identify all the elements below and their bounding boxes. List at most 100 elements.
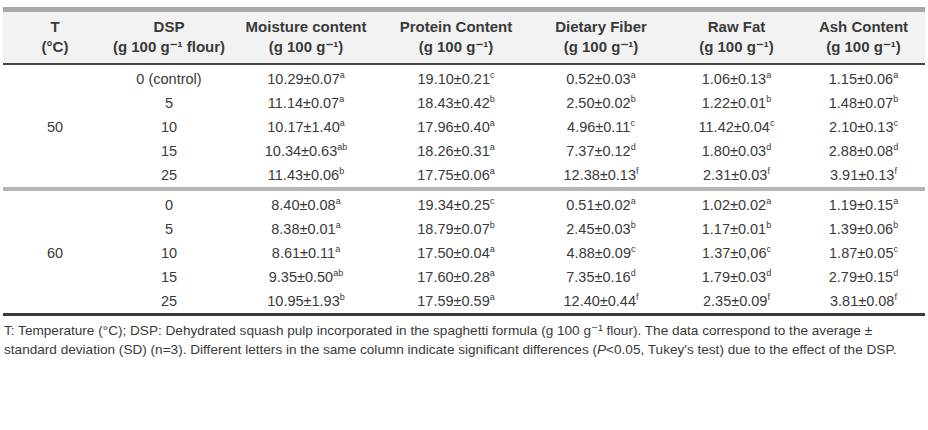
sig-letter: b [490,94,495,104]
sig-letter: a [490,292,495,302]
sig-letter: a [335,244,340,254]
sig-letter: ab [333,268,343,278]
moisture-cell: 10.29±0.07a [231,64,381,91]
sig-letter: a [490,142,495,152]
sig-letter: c [490,70,495,80]
fat-cell: 11.42±0.04c [671,115,802,139]
fat-cell: 2.31±0.03f [671,163,802,189]
table-row: 15 10.34±0.63ab 18.26±0.31a 7.37±0.12d 1… [3,139,925,163]
sig-letter: d [766,268,771,278]
sig-letter: f [636,292,639,302]
sig-letter: a [336,196,341,206]
sig-letter: c [770,118,775,128]
sig-letter: a [893,196,898,206]
table-row: 50 0 (control) 10.29±0.07a 19.10±0.21c 0… [3,64,925,91]
fat-cell: 1.17±0.01b [671,217,802,241]
header-row: T(°C) DSP(g 100 g⁻¹ flour) Moisture cont… [3,10,925,64]
fiber-cell: 7.35±0.16d [531,265,671,289]
sig-letter: a [336,220,341,230]
protein-cell: 19.10±0.21c [381,64,531,91]
fat-cell: 1.80±0.03d [671,139,802,163]
header-fiber: Dietary Fiber(g 100 g⁻¹) [531,10,671,64]
sig-letter: c [631,244,636,254]
sig-letter: f [767,166,770,176]
protein-cell: 17.75±0.06a [381,163,531,189]
sig-letter: c [893,244,898,254]
table-header: T(°C) DSP(g 100 g⁻¹ flour) Moisture cont… [3,10,925,64]
moisture-cell: 10.34±0.63ab [231,139,381,163]
dsp-cell: 10 [107,241,231,265]
ash-cell: 1.48±0.07b [802,91,925,115]
ash-cell: 2.10±0.13c [802,115,925,139]
sig-letter: d [893,268,898,278]
fiber-cell: 7.37±0.12d [531,139,671,163]
table-row: 15 9.35±0.50ab 17.60±0.28a 7.35±0.16d 1.… [3,265,925,289]
dsp-cell: 15 [107,265,231,289]
fiber-cell: 2.50±0.02b [531,91,671,115]
dsp-cell: 5 [107,91,231,115]
fat-cell: 1.06±0.13a [671,64,802,91]
table-footnote: T: Temperature (°C); DSP: Dehydrated squ… [3,321,923,360]
sig-letter: ab [337,142,347,152]
sig-letter: d [631,268,636,278]
fat-cell: 2.35±0.09f [671,289,802,315]
ash-cell: 1.87±0.05c [802,241,925,265]
ash-cell: 2.88±0.08d [802,139,925,163]
group-60: 60 0 8.40±0.08a 19.34±0.25c 0.51±0.02a 1… [3,189,925,315]
sig-letter: c [893,118,898,128]
sig-letter: a [490,166,495,176]
dsp-cell: 15 [107,139,231,163]
fiber-cell: 12.40±0.44f [531,289,671,315]
protein-cell: 17.59±0.59a [381,289,531,315]
moisture-cell: 9.35±0.50ab [231,265,381,289]
sig-letter: b [631,220,636,230]
moisture-cell: 10.95±1.93b [231,289,381,315]
temperature-cell: 50 [3,64,107,189]
sig-letter: d [766,142,771,152]
dsp-cell: 0 [107,189,231,217]
sig-letter: b [893,94,898,104]
table-row: 10 10.17±1.40a 17.96±0.40a 4.96±0.11c 11… [3,115,925,139]
sig-letter: a [631,70,636,80]
dsp-cell: 25 [107,289,231,315]
table-row: 5 8.38±0.01a 18.79±0.07b 2.45±0.03b 1.17… [3,217,925,241]
sig-letter: b [766,220,771,230]
ash-cell: 3.91±0.13f [802,163,925,189]
fiber-cell: 12.38±0.13f [531,163,671,189]
moisture-cell: 11.43±0.06b [231,163,381,189]
protein-cell: 18.43±0.42b [381,91,531,115]
protein-cell: 18.79±0.07b [381,217,531,241]
sig-letter: b [490,220,495,230]
fiber-cell: 4.88±0.09c [531,241,671,265]
fiber-cell: 2.45±0.03b [531,217,671,241]
header-temperature: T(°C) [3,10,107,64]
moisture-cell: 10.17±1.40a [231,115,381,139]
protein-cell: 19.34±0.25c [381,189,531,217]
sig-letter: d [631,142,636,152]
sig-letter: b [631,94,636,104]
fat-cell: 1.37±0,06c [671,241,802,265]
sig-letter: f [767,292,770,302]
protein-cell: 17.50±0.04a [381,241,531,265]
dsp-cell: 10 [107,115,231,139]
fat-cell: 1.02±0.02a [671,189,802,217]
table-row: 25 11.43±0.06b 17.75±0.06a 12.38±0.13f 2… [3,163,925,189]
footnote-p-italic: P [597,342,606,357]
sig-letter: f [894,166,897,176]
sig-letter: b [339,166,344,176]
dsp-cell: 5 [107,217,231,241]
header-dsp: DSP(g 100 g⁻¹ flour) [107,10,231,64]
moisture-cell: 11.14±0.07a [231,91,381,115]
sig-letter: a [631,196,636,206]
ash-cell: 1.19±0.15a [802,189,925,217]
fat-cell: 1.22±0.01b [671,91,802,115]
document-page: T(°C) DSP(g 100 g⁻¹ flour) Moisture cont… [0,0,928,430]
sig-letter: a [766,196,771,206]
table-row: 5 11.14±0.07a 18.43±0.42b 2.50±0.02b 1.2… [3,91,925,115]
sig-letter: c [766,244,771,254]
fiber-cell: 0.52±0.03a [531,64,671,91]
footnote-text: <0.05, Tukey's test) due to the effect o… [606,342,896,357]
sig-letter: a [490,268,495,278]
ash-cell: 1.39±0.06b [802,217,925,241]
sig-letter: b [893,220,898,230]
